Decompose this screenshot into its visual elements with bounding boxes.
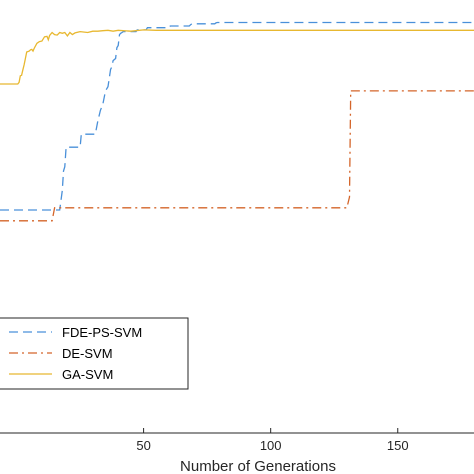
legend-label-de-svm: DE-SVM [62, 346, 113, 361]
x-tick-label: 50 [136, 438, 150, 453]
series-layer [0, 21, 474, 222]
series-line-de-svm [0, 90, 474, 222]
legend-label-ga-svm: GA-SVM [62, 367, 113, 382]
series-line-ga-svm [0, 29, 474, 85]
x-tick-label: 100 [260, 438, 282, 453]
legend-entries: FDE-PS-SVM DE-SVM GA-SVM [9, 325, 142, 382]
plot-area: 50 100 150 [0, 21, 474, 453]
legend-label-fde-ps-svm: FDE-PS-SVM [62, 325, 142, 340]
series-line-fde-ps-svm [0, 21, 474, 211]
legend: FDE-PS-SVM DE-SVM GA-SVM [0, 317, 189, 390]
x-tick-label: 150 [387, 438, 409, 453]
x-axis-label: Number of Generations [180, 458, 336, 474]
x-tick-layer: 50 100 150 [136, 428, 409, 453]
